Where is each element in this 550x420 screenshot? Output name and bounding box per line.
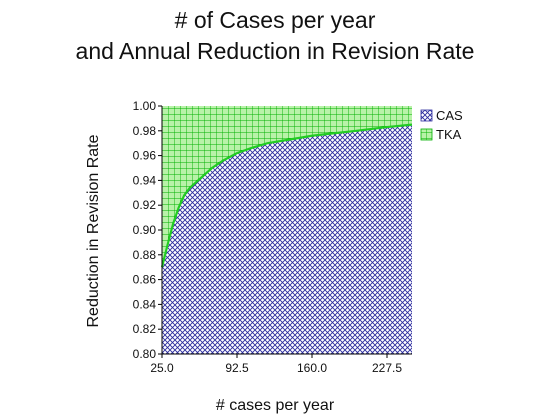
- y-tick-label: 0.96: [133, 149, 157, 163]
- x-tick-label: 227.5: [372, 361, 402, 375]
- x-tick-label: 92.5: [225, 361, 249, 375]
- series-boundary-line: [160, 123, 413, 268]
- legend-swatch-cas: [420, 109, 433, 122]
- legend-label-tka: TKA: [436, 127, 462, 142]
- y-tick-label: 1.00: [133, 99, 157, 113]
- y-tick-label: 0.88: [133, 248, 157, 262]
- y-tick-label: 0.84: [133, 297, 157, 311]
- legend-swatch-tka: [420, 128, 433, 141]
- legend: CAS TKA: [420, 108, 463, 142]
- x-tick-label: 160.0: [297, 361, 327, 375]
- y-axis: 0.80 0.82 0.84 0.86 0.88 0.90 0.92 0.94 0.96 0.98…: [133, 99, 162, 361]
- y-tick-label: 0.94: [133, 173, 157, 187]
- y-tick-label: 0.92: [133, 198, 157, 212]
- legend-item-cas: CAS: [420, 108, 463, 123]
- y-tick-label: 0.86: [133, 273, 157, 287]
- legend-item-tka: TKA: [420, 127, 462, 142]
- y-tick-label: 0.98: [133, 124, 157, 138]
- y-tick-label: 0.82: [133, 322, 157, 336]
- x-tick-label: 25.0: [150, 361, 174, 375]
- x-axis: 25.0 92.5 160.0 227.5: [150, 354, 402, 375]
- y-tick-label: 0.80: [133, 347, 157, 361]
- y-axis-title: Reduction in Revision Rate: [85, 134, 102, 327]
- series-area-tka: [162, 106, 412, 268]
- y-tick-label: 0.90: [133, 223, 157, 237]
- series-area-cas: [162, 124, 412, 354]
- x-axis-title: # cases per year: [216, 397, 335, 414]
- legend-label-cas: CAS: [436, 108, 463, 123]
- plot-areas: [160, 106, 413, 355]
- chart-title-line-2: and Annual Reduction in Revision Rate: [75, 38, 475, 64]
- chart-title-line-1: # of Cases per year: [174, 7, 376, 33]
